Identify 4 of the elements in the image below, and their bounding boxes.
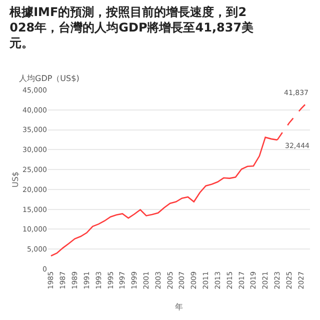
y-axis-title: US$ — [11, 171, 20, 188]
chart-subtitle: 人均GDP（US$) — [19, 74, 80, 83]
chart-title: 根據IMF的預測，按照目前的增長速度，到2028年，台灣的人均GDP將增長至41,837美元。 — [8, 5, 254, 50]
x-axis-title: 年 — [175, 302, 183, 312]
